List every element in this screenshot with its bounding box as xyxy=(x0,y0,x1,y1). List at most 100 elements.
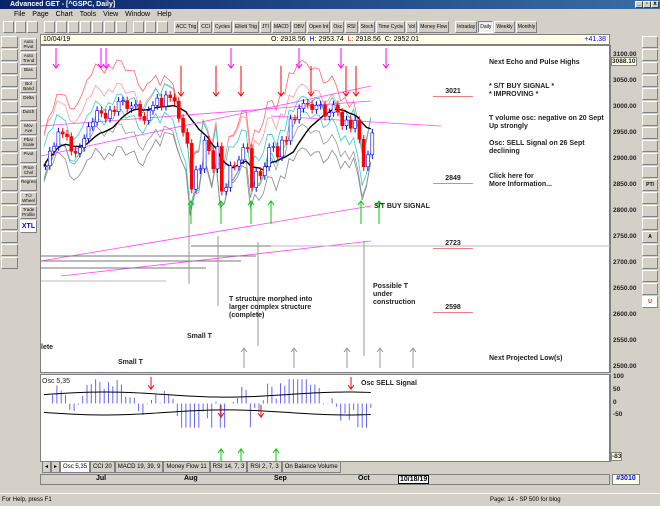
minimize-button[interactable]: _ xyxy=(635,1,643,8)
tool-mov-ave[interactable]: Mov Ave xyxy=(20,122,37,135)
tab-4[interactable]: RSI 14, 7, 3 xyxy=(209,462,248,473)
study-button-11[interactable]: Time Cycle xyxy=(376,21,406,33)
tool-icon-5[interactable] xyxy=(68,21,79,33)
period-button-daily[interactable]: Daily xyxy=(478,21,494,33)
tool-auto-trend[interactable]: Auto Trend xyxy=(20,52,37,65)
maximize-button[interactable]: ▫ xyxy=(643,1,651,8)
tool-delta[interactable]: Delta xyxy=(20,94,37,107)
right-icon[interactable] xyxy=(1,140,18,152)
menu-chart[interactable]: Chart xyxy=(55,11,73,18)
tab-6[interactable]: On Balance Volume xyxy=(281,462,341,473)
line-icon[interactable] xyxy=(1,75,18,87)
tool-regression[interactable]: Regression xyxy=(20,178,37,191)
spread-icon[interactable] xyxy=(1,166,18,178)
menu-help[interactable]: Help xyxy=(157,11,172,18)
tool-trade-profile[interactable]: Trade Profile xyxy=(20,206,37,219)
tool-bol-band[interactable]: Bol Band xyxy=(20,80,37,93)
study-button-3[interactable]: Elliott Trig xyxy=(232,21,259,33)
copy-icon[interactable] xyxy=(642,283,658,295)
tool-icon-9[interactable] xyxy=(116,21,127,33)
more-info-link[interactable]: Click here for xyxy=(489,173,534,180)
tool-icon-10[interactable] xyxy=(133,21,144,33)
tool-xtl[interactable]: XTL xyxy=(20,220,37,233)
arrows-icon[interactable] xyxy=(1,62,18,74)
ellipse-icon[interactable] xyxy=(1,88,18,100)
fib2-icon[interactable] xyxy=(642,88,658,100)
pob-icon[interactable] xyxy=(642,205,658,217)
tab-1[interactable]: CCI 20 xyxy=(90,462,115,473)
study-button-13[interactable]: Money Flow xyxy=(418,21,450,33)
study-button-9[interactable]: RSI xyxy=(345,21,358,33)
study-button-0[interactable]: ACC Trig xyxy=(174,21,199,33)
down-icon[interactable] xyxy=(1,114,18,126)
arc-icon[interactable] xyxy=(642,114,658,126)
tab-scroll-right[interactable]: ▸ xyxy=(51,462,61,473)
split-icon[interactable] xyxy=(1,153,18,165)
study-button-12[interactable]: Vol xyxy=(406,21,418,33)
pti-icon[interactable]: PTI xyxy=(642,179,658,191)
pattern-icon[interactable] xyxy=(642,166,658,178)
period-button-intraday[interactable]: Intraday xyxy=(455,21,478,33)
fib1-icon[interactable] xyxy=(642,75,658,87)
tab-2[interactable]: MACD 19, 39, 9 xyxy=(114,462,164,473)
marker-icon[interactable] xyxy=(642,257,658,269)
tool-icon-12[interactable] xyxy=(157,21,168,33)
period-button-monthly[interactable]: Monthly xyxy=(515,21,538,33)
tool-auto-pivot[interactable]: Auto Pivot xyxy=(20,38,37,51)
pencil-icon[interactable] xyxy=(642,49,658,61)
tool-t-j-wheel[interactable]: T/J Wheel xyxy=(20,192,37,205)
close-icon[interactable] xyxy=(642,36,658,48)
tool-icon-1[interactable] xyxy=(15,21,26,33)
study-button-10[interactable]: Stoch xyxy=(358,21,376,33)
close-button[interactable]: x xyxy=(651,1,659,8)
menu-page[interactable]: Page xyxy=(32,11,49,18)
tool-icon-4[interactable] xyxy=(56,21,67,33)
tab-0[interactable]: Osc 5,35 xyxy=(60,462,91,473)
box-icon[interactable] xyxy=(642,140,658,152)
lines-icon[interactable] xyxy=(1,205,18,217)
u-icon[interactable]: U xyxy=(642,296,658,308)
profile-icon[interactable] xyxy=(642,218,658,230)
price-axis[interactable]: 3100.00 3050.00 3000.00 2950.00 2900.00 2850.… xyxy=(610,45,640,373)
oscillator-panel[interactable]: Osc 5,35 Osc SELL Signal xyxy=(40,374,610,462)
study-button-8[interactable]: Osc xyxy=(331,21,345,33)
cross-icon[interactable] xyxy=(1,244,18,256)
fan-icon[interactable] xyxy=(1,231,18,243)
study-button-7[interactable]: Open Int xyxy=(307,21,331,33)
box2-icon[interactable] xyxy=(642,270,658,282)
period-button-weekly[interactable]: Weekly xyxy=(494,21,515,33)
study-button-1[interactable]: CCI xyxy=(199,21,212,33)
tool-bias[interactable]: Bias xyxy=(20,66,37,79)
chart-icon[interactable] xyxy=(1,49,18,61)
study-button-6[interactable]: OBV xyxy=(291,21,307,33)
tool-dutch[interactable]: Dutch xyxy=(20,108,37,121)
menu-window[interactable]: Window xyxy=(125,11,151,18)
menu-view[interactable]: View xyxy=(103,11,119,18)
tool-icon-6[interactable] xyxy=(80,21,91,33)
tool-icon-2[interactable] xyxy=(27,21,38,33)
left-icon[interactable] xyxy=(1,127,18,139)
study-button-2[interactable]: Cycles xyxy=(212,21,232,33)
tab-scroll-left[interactable]: ◂ xyxy=(42,462,52,473)
tool-price-chnl[interactable]: Price Chnl xyxy=(20,164,37,177)
ruler-icon[interactable] xyxy=(1,179,18,191)
text-icon[interactable]: A xyxy=(642,231,658,243)
fan-icon[interactable] xyxy=(642,127,658,139)
study-button-4[interactable]: JTI xyxy=(259,21,271,33)
fib-icon[interactable] xyxy=(1,218,18,230)
grid-icon[interactable] xyxy=(642,192,658,204)
menu-tools[interactable]: Tools xyxy=(79,11,97,18)
menu-file[interactable]: File xyxy=(14,11,26,18)
tool-icon-0[interactable] xyxy=(3,21,14,33)
tab-3[interactable]: Money Flow 11 xyxy=(163,462,210,473)
trend-icon[interactable] xyxy=(642,62,658,74)
study-button-5[interactable]: MACD xyxy=(271,21,291,33)
box-icon[interactable] xyxy=(1,192,18,204)
tool-icon-11[interactable] xyxy=(145,21,156,33)
ellipse-icon[interactable] xyxy=(642,153,658,165)
price-chart[interactable]: Next Echo and Pulse Highs * S/T BUY SIGN… xyxy=(40,45,660,373)
tool-pivot[interactable]: Pivot xyxy=(20,150,37,163)
tool-icon-8[interactable] xyxy=(104,21,115,33)
zoom-icon[interactable] xyxy=(642,244,658,256)
tab-5[interactable]: RSI 2, 7, 3 xyxy=(247,462,282,473)
